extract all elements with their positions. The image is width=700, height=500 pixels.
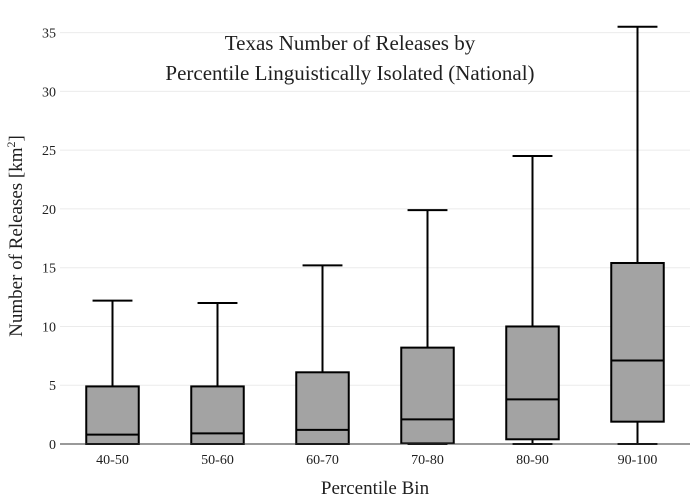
iqr-box [400, 346, 455, 445]
box-70-80 [400, 209, 455, 445]
iqr-box [610, 261, 665, 423]
y-tick-label: 15 [42, 262, 56, 277]
chart-title-line1: Texas Number of Releases by [225, 31, 476, 55]
y-tick-label: 5 [49, 379, 56, 394]
gridlines [60, 32, 690, 386]
x-tick-label: 60-70 [306, 453, 339, 468]
box-40-50 [85, 299, 140, 446]
box-50-60 [190, 301, 245, 446]
y-axis-ticks: 0 5 10 15 20 25 30 35 [42, 27, 56, 453]
x-axis-ticks: 40-50 50-60 60-70 70-80 80-90 90-100 [96, 453, 657, 468]
y-axis-title-main: Number of Releases [km [6, 147, 27, 337]
x-axis-title: Percentile Bin [321, 478, 430, 499]
y-tick-label: 10 [42, 320, 56, 335]
y-tick-label: 20 [42, 203, 56, 218]
x-tick-label: 80-90 [516, 453, 549, 468]
x-tick-label: 90-100 [618, 453, 658, 468]
box-60-70 [295, 264, 350, 445]
iqr-box [190, 385, 245, 446]
y-tick-label: 25 [42, 144, 56, 159]
iqr-box [505, 325, 560, 441]
y-tick-label: 35 [42, 27, 56, 42]
x-tick-label: 50-60 [201, 453, 234, 468]
y-tick-label: 0 [49, 438, 56, 453]
iqr-box [295, 371, 350, 445]
y-axis-title-superscript: 2 [4, 141, 18, 147]
box-90-100 [610, 25, 665, 445]
x-tick-label: 40-50 [96, 453, 129, 468]
chart-title-line2: Percentile Linguistically Isolated (Nati… [165, 61, 534, 85]
y-axis-title: Number of Releases [km2] [4, 135, 27, 337]
x-tick-label: 70-80 [411, 453, 444, 468]
box-80-90 [505, 155, 560, 445]
boxes [85, 25, 665, 446]
y-axis-title-end: ] [6, 135, 27, 141]
y-tick-label: 30 [42, 85, 56, 100]
